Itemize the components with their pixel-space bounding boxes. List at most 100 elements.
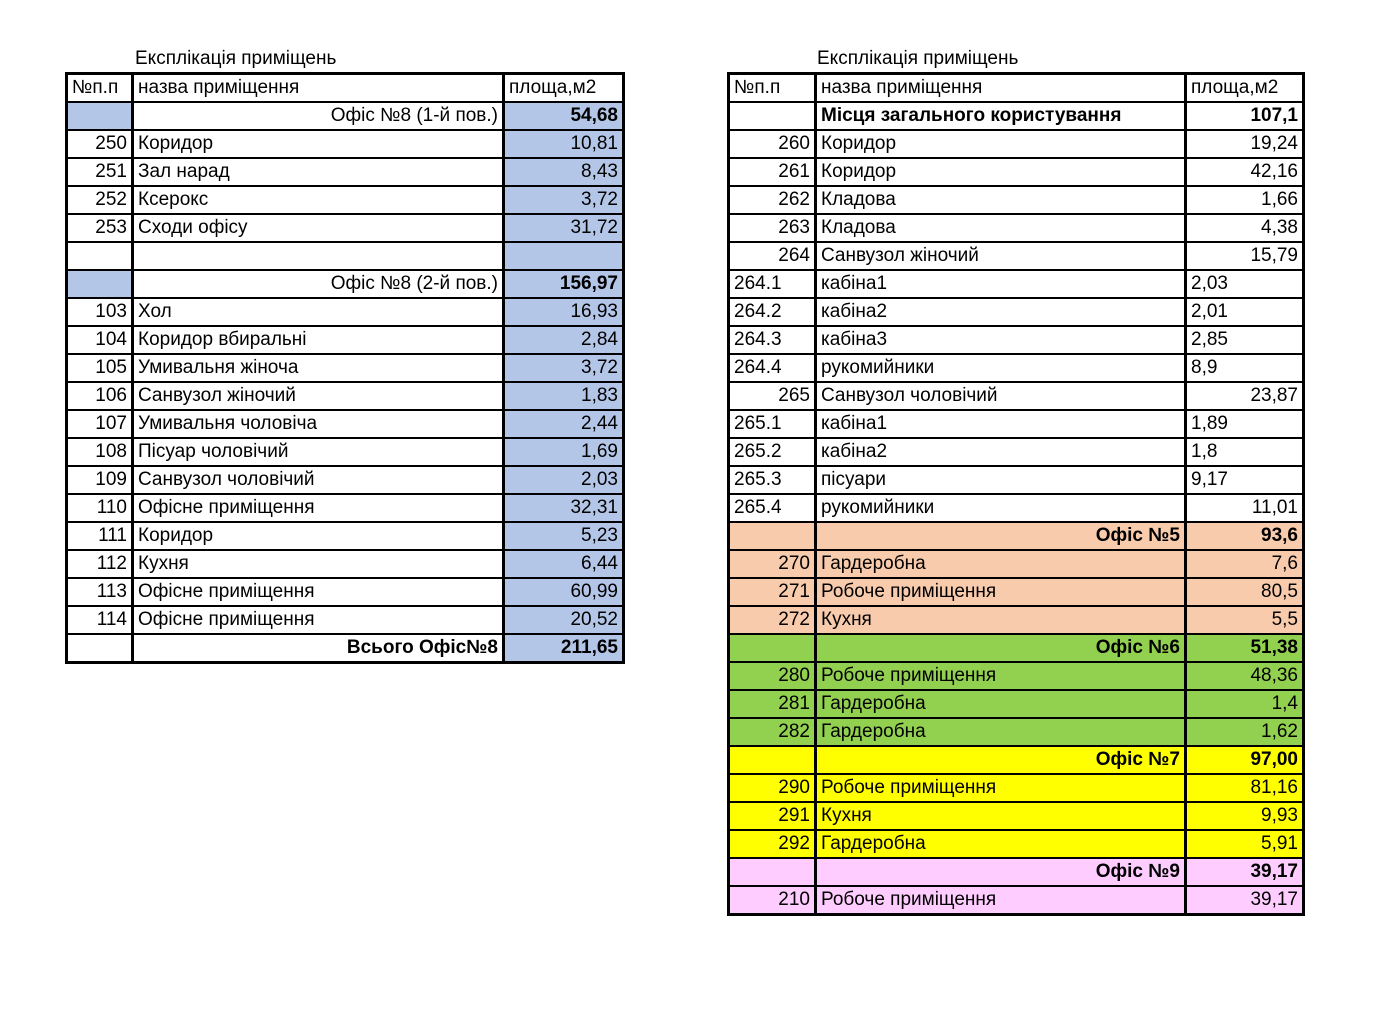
cell: 1,66 [1184,185,1305,215]
cell: рукомийники [814,493,1187,523]
row: 111 Коридор 5,23 [65,521,625,551]
cell: 261 [727,157,817,187]
row: 272 Кухня 5,5 [727,605,1305,635]
cell: 282 [727,717,817,747]
cell: 272 [727,605,817,635]
cell: 252 [65,185,134,215]
cell: Робоче приміщення [814,773,1187,803]
cell: 156,97 [502,269,625,299]
cell: Санвузол жіночий [131,381,505,411]
cell: 20,52 [502,605,625,635]
cell: 32,31 [502,493,625,523]
cell: Зал нарад [131,157,505,187]
cell: Робоче приміщення [814,577,1187,607]
cell: 112 [65,549,134,579]
row [65,241,625,271]
cell: 7,6 [1184,549,1305,579]
cell: 39,17 [1184,857,1305,887]
row: 107 Умивальня чоловіча 2,44 [65,409,625,439]
cell: Робоче приміщення [814,885,1187,916]
right-sheet: Експлікація приміщень №п.п назва приміщен… [727,46,1305,916]
cell: 264.1 [727,269,817,299]
cell: 2,01 [1184,297,1305,327]
cell: Санвузол жіночий [814,241,1187,271]
cell: 9,93 [1184,801,1305,831]
cell: Коридор [131,521,505,551]
cell: 270 [727,549,817,579]
cell: 31,72 [502,213,625,243]
cell: 2,85 [1184,325,1305,355]
cell: 1,4 [1184,689,1305,719]
cell: Коридор [814,129,1187,159]
cell: 107 [65,409,134,439]
cell: 271 [727,577,817,607]
row: №п.п назва приміщення площа,м2 [65,72,625,103]
cell: Робоче приміщення [814,661,1187,691]
cell: 80,5 [1184,577,1305,607]
cell: 11,01 [1184,493,1305,523]
cell: 3,72 [502,353,625,383]
row: 290 Робоче приміщення 81,16 [727,773,1305,803]
row: 260 Коридор 19,24 [727,129,1305,159]
cell: 51,38 [1184,633,1305,663]
cell: 110 [65,493,134,523]
table: №п.п назва приміщення площа,м2 Офіс №8 (1-й… [65,72,625,664]
cell: 4,38 [1184,213,1305,243]
row: Всього Офіс№8 211,65 [65,633,625,664]
cell: 23,87 [1184,381,1305,411]
cell: 1,83 [502,381,625,411]
row: №п.п назва приміщення площа,м2 [727,72,1305,103]
cell [727,857,817,887]
cell: 10,81 [502,129,625,159]
cell: 1,62 [1184,717,1305,747]
cell: 260 [727,129,817,159]
cell: Кухня [814,605,1187,635]
row: 261 Коридор 42,16 [727,157,1305,187]
cell: Умивальня жіноча [131,353,505,383]
cell: кабіна2 [814,437,1187,467]
cell: Місця загального користування [814,101,1187,131]
row: 112 Кухня 6,44 [65,549,625,579]
cell: 265.1 [727,409,817,439]
cell: Кухня [814,801,1187,831]
cell [727,101,817,131]
row: Офіс №5 93,6 [727,521,1305,551]
cell: 54,68 [502,101,625,131]
cell: 8,43 [502,157,625,187]
cell: Офісне приміщення [131,493,505,523]
cell: Офіс №8 (1-й пов.) [131,101,505,131]
cell [502,241,625,271]
cell: №п.п [65,72,134,103]
row: 265.1 кабіна1 1,89 [727,409,1305,439]
row: 113 Офісне приміщення 60,99 [65,577,625,607]
cell: 1,8 [1184,437,1305,467]
cell: 2,03 [502,465,625,495]
cell: Пісуар чоловічий [131,437,505,467]
cell: 109 [65,465,134,495]
cell: 104 [65,325,134,355]
cell: кабіна1 [814,409,1187,439]
cell: 1,89 [1184,409,1305,439]
table: №п.п назва приміщення площа,м2 Місця загаль… [727,72,1305,916]
cell: Санвузол чоловічий [814,381,1187,411]
caption: Експлікація приміщень [817,48,1019,69]
row: 270 Гардеробна 7,6 [727,549,1305,579]
cell: 105 [65,353,134,383]
cell [65,101,134,131]
row: 264.2 кабіна2 2,01 [727,297,1305,327]
cell: 281 [727,689,817,719]
row: 262 Кладова 1,66 [727,185,1305,215]
cell: Офіс №5 [814,521,1187,551]
cell [727,521,817,551]
cell: 111 [65,521,134,551]
cell: площа,м2 [502,72,625,103]
cell: рукомийники [814,353,1187,383]
cell: 2,44 [502,409,625,439]
cell: 263 [727,213,817,243]
cell: Коридор [131,129,505,159]
row: 282 Гардеробна 1,62 [727,717,1305,747]
row: 281 Гардеробна 1,4 [727,689,1305,719]
left-sheet: Експлікація приміщень №п.п назва приміщен… [65,46,625,664]
cell: 114 [65,605,134,635]
